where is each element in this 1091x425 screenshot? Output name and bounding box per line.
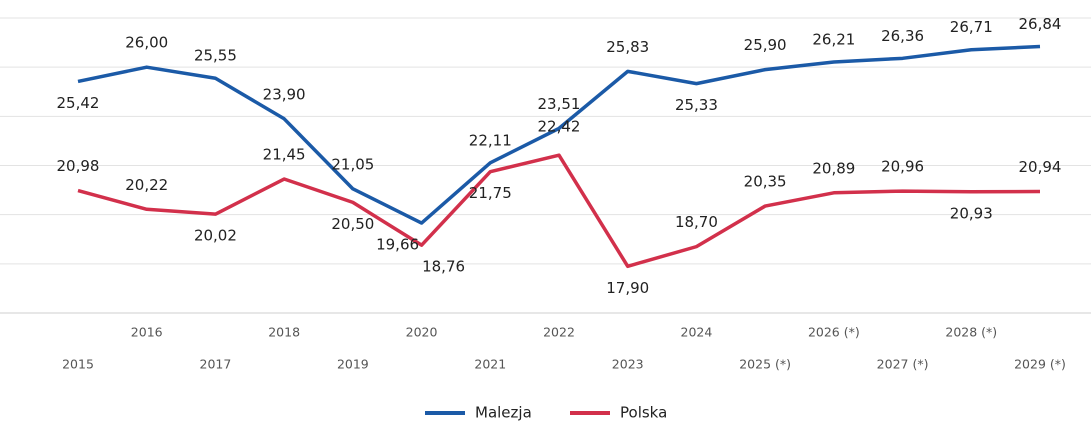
data-label: 22,11 xyxy=(469,131,512,149)
line-series xyxy=(77,44,1041,225)
x-tick-label: 2018 xyxy=(268,325,300,340)
data-label: 18,76 xyxy=(422,258,465,276)
x-tick-label: 2028 (*) xyxy=(945,325,997,340)
data-label: 23,51 xyxy=(538,95,581,113)
data-label: 20,89 xyxy=(812,159,855,177)
line-series xyxy=(77,153,1041,269)
x-tick-label: 2019 xyxy=(337,357,369,372)
x-tick-label: 2016 xyxy=(131,325,163,340)
data-label: 18,70 xyxy=(675,213,718,231)
data-label: 25,55 xyxy=(194,47,237,65)
data-label: 20,35 xyxy=(744,173,787,191)
data-label: 25,90 xyxy=(744,36,787,54)
data-label: 21,05 xyxy=(331,155,374,173)
legend-label: Polska xyxy=(620,404,667,422)
data-label: 25,42 xyxy=(57,94,100,112)
data-label: 20,96 xyxy=(881,158,924,176)
data-label: 26,21 xyxy=(812,31,855,49)
data-label: 19,66 xyxy=(376,236,419,254)
data-label: 17,90 xyxy=(606,279,649,297)
data-label: 25,83 xyxy=(606,38,649,56)
x-tick-label: 2022 xyxy=(543,325,575,340)
data-label: 21,45 xyxy=(263,146,306,164)
x-tick-label: 2017 xyxy=(200,357,232,372)
legend-label: Malezja xyxy=(475,404,532,422)
data-label: 20,50 xyxy=(331,215,374,233)
x-tick-label: 2026 (*) xyxy=(808,325,860,340)
data-label: 26,36 xyxy=(881,27,924,45)
data-label: 26,71 xyxy=(950,18,993,36)
data-label: 22,42 xyxy=(538,118,581,136)
data-label: 23,90 xyxy=(263,85,306,103)
data-label: 20,98 xyxy=(57,157,100,175)
x-tick-label: 2029 (*) xyxy=(1014,357,1066,372)
x-tick-label: 2023 xyxy=(612,357,644,372)
data-label: 20,02 xyxy=(194,227,237,245)
data-label: 20,93 xyxy=(950,204,993,222)
data-label: 20,22 xyxy=(125,176,168,194)
x-tick-label: 2024 xyxy=(681,325,713,340)
data-label: 25,33 xyxy=(675,96,718,114)
x-tick-label: 2015 xyxy=(62,357,94,372)
data-label: 26,00 xyxy=(125,34,168,52)
x-tick-label: 2027 (*) xyxy=(877,357,929,372)
data-label: 21,75 xyxy=(469,184,512,202)
x-tick-label: 2025 (*) xyxy=(739,357,791,372)
x-tick-label: 2020 xyxy=(406,325,438,340)
x-tick-label: 2021 xyxy=(474,357,506,372)
data-label: 20,94 xyxy=(1019,158,1062,176)
data-label: 26,84 xyxy=(1019,15,1062,33)
